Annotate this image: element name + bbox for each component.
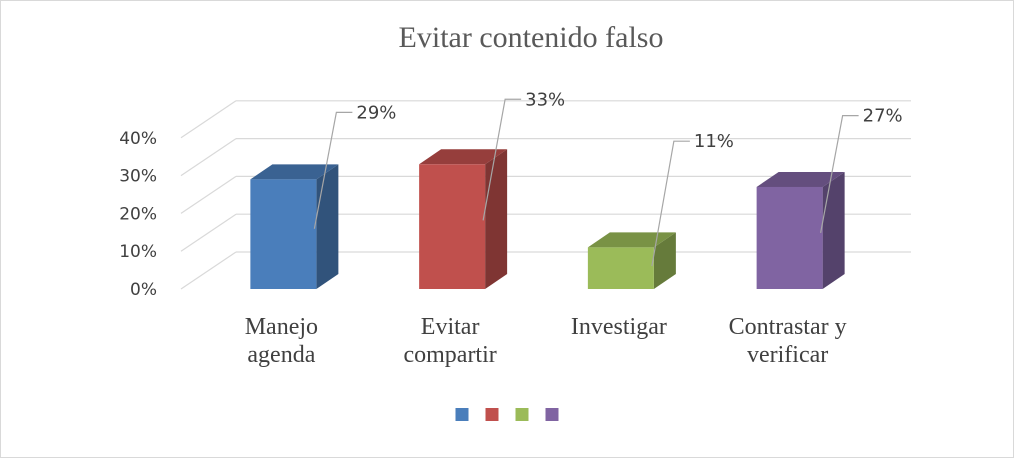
bars xyxy=(250,149,845,289)
category-label: Manejo agenda xyxy=(245,314,318,368)
bar-top-face xyxy=(587,232,676,248)
gridline-depth xyxy=(180,100,237,139)
leader-line xyxy=(820,114,859,233)
y-tick-label: 0% xyxy=(130,280,157,300)
leader-line xyxy=(313,111,353,229)
gridline-depth xyxy=(180,175,237,214)
gridline-depth xyxy=(180,213,237,252)
bar xyxy=(419,149,508,289)
data-label: 11% xyxy=(694,131,734,152)
chart-title: Evitar contenido falso xyxy=(399,21,664,54)
legend-swatch xyxy=(485,408,499,421)
bar xyxy=(587,232,676,289)
bar-side-face xyxy=(485,149,508,289)
y-tick-label: 40% xyxy=(119,129,157,149)
y-tick-label: 30% xyxy=(119,167,157,187)
bar-top-face xyxy=(419,149,508,165)
bar-front-face xyxy=(756,186,823,289)
y-axis-ticks: 0% 10% 20% 30% 40% xyxy=(119,129,157,300)
data-label: 29% xyxy=(356,102,396,123)
y-tick-label: 10% xyxy=(119,242,157,262)
category-label: Evitar compartir xyxy=(403,314,496,368)
bar-top-face xyxy=(250,164,339,180)
category-label: Investigar xyxy=(571,314,667,340)
category-label-line: verificar xyxy=(747,342,828,368)
bar-front-face xyxy=(587,247,654,289)
data-label: 27% xyxy=(863,106,903,127)
category-label-line: compartir xyxy=(403,342,496,368)
legend-swatch xyxy=(545,408,559,421)
gridline-depth xyxy=(180,251,237,290)
leader-line xyxy=(651,140,690,267)
bar-front-face xyxy=(419,164,486,289)
legend xyxy=(455,408,559,421)
data-label: 33% xyxy=(525,89,565,110)
leader-line xyxy=(482,98,522,221)
data-labels: 29% 33% 11% 27% xyxy=(356,89,902,152)
category-label-line: Evitar xyxy=(421,314,480,340)
category-label-line: Contrastar y xyxy=(729,314,847,340)
bar xyxy=(756,171,845,289)
category-labels: Manejo agenda Evitar compartir Investigar Con… xyxy=(245,314,847,368)
legend-swatch xyxy=(515,408,529,421)
category-label: Contrastar y verificar xyxy=(729,314,847,368)
leader-lines xyxy=(313,98,859,267)
y-tick-label: 20% xyxy=(119,204,157,224)
bar-side-face xyxy=(316,164,339,289)
bar-side-face xyxy=(653,232,676,289)
gridline-depth xyxy=(180,138,237,177)
legend-swatch xyxy=(455,408,469,421)
category-label-line: agenda xyxy=(247,342,315,368)
category-label-line: Investigar xyxy=(571,314,667,340)
bar xyxy=(250,164,339,289)
category-label-line: Manejo xyxy=(245,314,318,340)
bar-front-face xyxy=(250,179,317,289)
bar-top-face xyxy=(756,171,845,187)
bar-side-face xyxy=(822,171,845,289)
